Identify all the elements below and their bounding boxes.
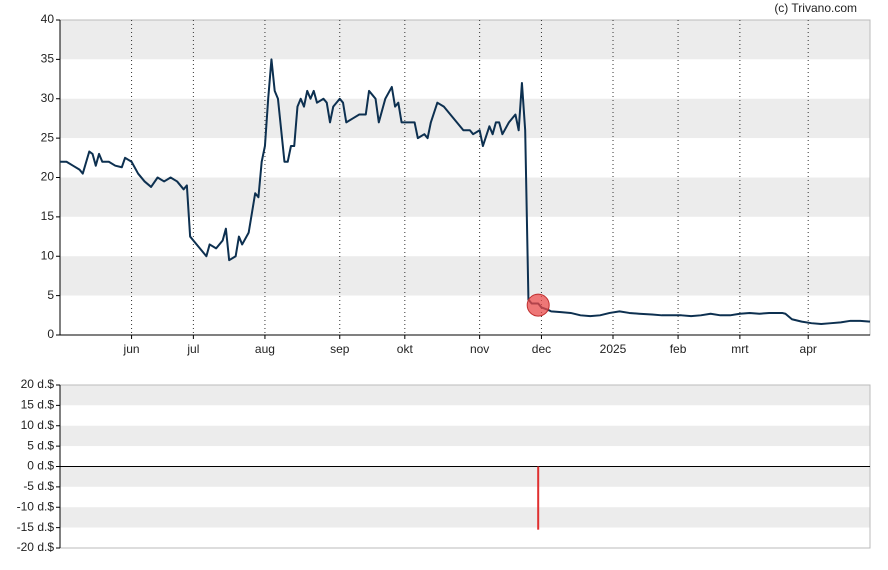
y-tick-label: 20 — [41, 170, 55, 184]
grid-band — [60, 20, 870, 60]
x-tick-label: aug — [255, 342, 275, 356]
x-tick-label: dec — [532, 342, 551, 356]
x-tick-label: feb — [670, 342, 687, 356]
grid-band — [60, 177, 870, 217]
y-tick-label: 10 d.$ — [21, 418, 55, 432]
y-tick-label: 35 — [41, 52, 55, 66]
grid-band — [60, 425, 870, 447]
x-tick-label: 2025 — [600, 342, 627, 356]
grid-band — [60, 216, 870, 257]
grid-band — [60, 98, 870, 139]
y-tick-label: 15 — [41, 209, 55, 223]
grid-band — [60, 385, 870, 406]
price-line — [60, 58, 871, 325]
grid-band — [60, 466, 870, 487]
grid-band — [60, 507, 870, 528]
y-tick-label: 5 d.$ — [27, 438, 54, 452]
y-tick-label: 10 — [41, 248, 55, 262]
y-tick-label: -20 d.$ — [17, 540, 55, 554]
x-tick-label: sep — [330, 342, 350, 356]
y-tick-label: 20 d.$ — [21, 377, 55, 391]
x-tick-label: mrt — [731, 342, 749, 356]
y-tick-label: -15 d.$ — [17, 520, 55, 534]
y-tick-label: -10 d.$ — [17, 499, 55, 513]
x-tick-label: nov — [470, 342, 489, 356]
x-tick-label: jul — [186, 342, 199, 356]
x-tick-label: apr — [800, 342, 817, 356]
y-tick-label: -5 d.$ — [23, 479, 54, 493]
grid-band — [60, 486, 870, 508]
y-tick-label: 30 — [41, 91, 55, 105]
x-tick-label: jun — [123, 342, 140, 356]
y-tick-label: 25 — [41, 130, 55, 144]
grid-band — [60, 446, 870, 467]
grid-band — [60, 527, 870, 548]
grid-band — [60, 59, 870, 99]
y-tick-label: 5 — [47, 288, 54, 302]
credit: (c) Trivano.com — [774, 1, 857, 15]
grid-band — [60, 256, 870, 296]
x-tick-label: okt — [397, 342, 414, 356]
y-tick-label: 40 — [41, 12, 55, 26]
grid-band — [60, 295, 870, 335]
grid-band — [60, 405, 870, 426]
y-tick-label: 0 d.$ — [27, 459, 54, 473]
y-tick-label: 0 — [47, 327, 54, 341]
grid-band — [60, 138, 870, 178]
event-marker — [526, 293, 550, 317]
y-tick-label: 15 d.$ — [21, 398, 55, 412]
